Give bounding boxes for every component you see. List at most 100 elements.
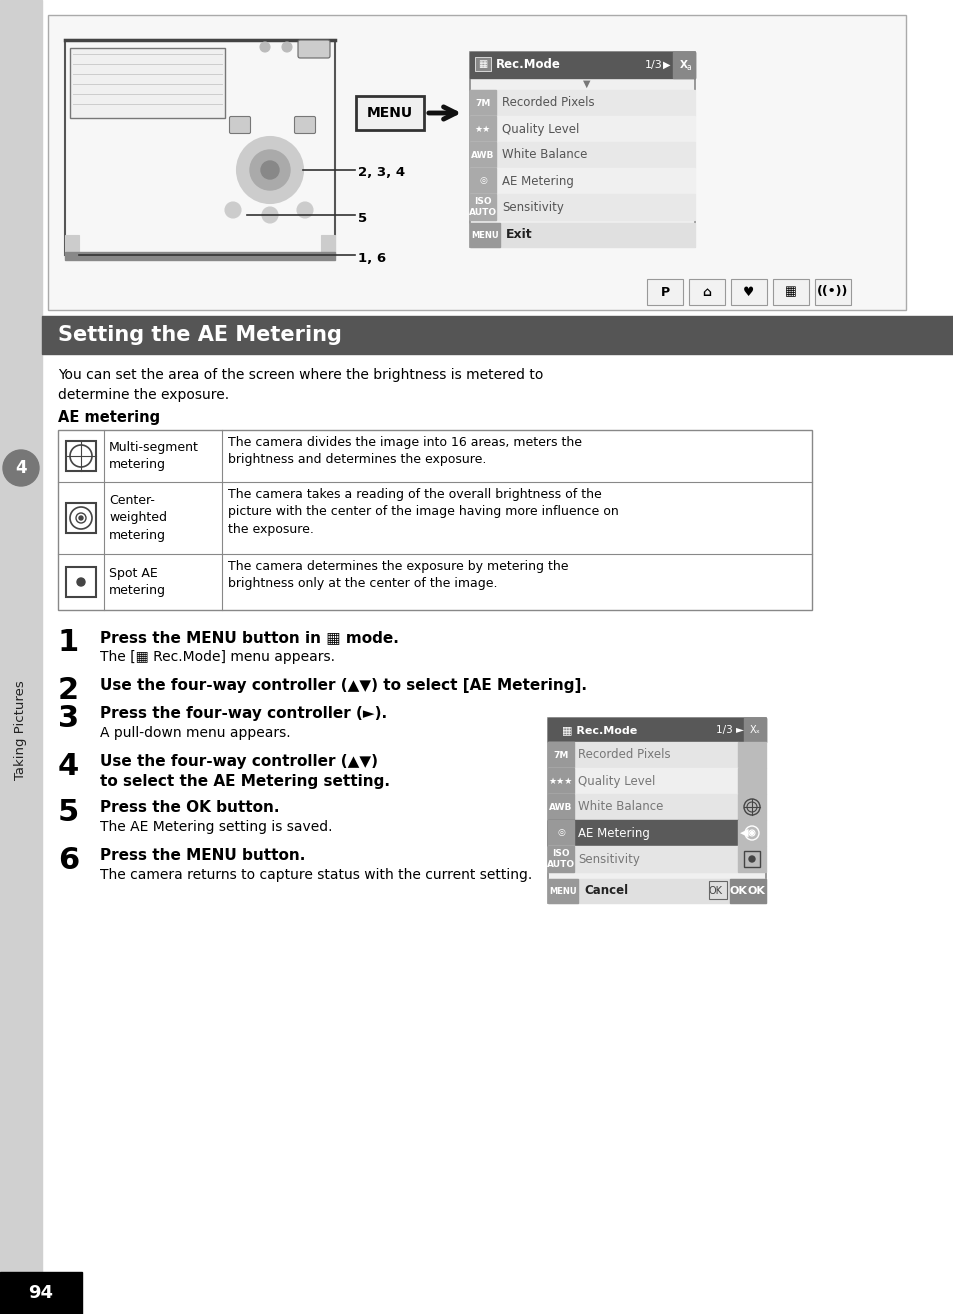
- Text: 4: 4: [15, 459, 27, 477]
- Bar: [547, 717, 765, 903]
- Bar: [470, 223, 499, 247]
- FancyBboxPatch shape: [294, 117, 315, 134]
- Text: ◎: ◎: [478, 176, 486, 185]
- FancyBboxPatch shape: [355, 96, 423, 130]
- Bar: [0, 0, 42, 1314]
- Text: AE Metering: AE Metering: [578, 827, 649, 840]
- Text: Sensitivity: Sensitivity: [578, 853, 639, 866]
- Bar: [743, 851, 760, 867]
- Text: 2: 2: [58, 675, 79, 706]
- Text: 1, 6: 1, 6: [357, 251, 386, 264]
- Bar: [547, 767, 738, 794]
- Text: ◀: ◀: [740, 828, 748, 838]
- Text: ★★: ★★: [475, 125, 491, 134]
- Circle shape: [77, 578, 85, 586]
- Bar: [547, 767, 574, 794]
- Circle shape: [748, 855, 754, 862]
- Circle shape: [79, 516, 83, 520]
- Circle shape: [261, 162, 278, 179]
- FancyBboxPatch shape: [230, 117, 251, 134]
- Circle shape: [225, 202, 241, 218]
- Text: Taking Pictures: Taking Pictures: [14, 681, 28, 781]
- Text: ISO
AUTO: ISO AUTO: [469, 197, 497, 217]
- Text: Center-
weighted
metering: Center- weighted metering: [109, 494, 167, 541]
- Text: White Balance: White Balance: [578, 800, 662, 813]
- Text: 7M: 7M: [475, 99, 490, 108]
- Text: X: X: [679, 60, 687, 70]
- Text: AWB: AWB: [471, 151, 495, 159]
- Bar: [470, 89, 695, 116]
- Text: 3: 3: [58, 704, 79, 733]
- Bar: [547, 820, 738, 846]
- Text: a: a: [686, 63, 691, 72]
- Bar: [475, 57, 491, 71]
- Text: Recorded Pixels: Recorded Pixels: [578, 749, 670, 762]
- Bar: [65, 235, 79, 258]
- Circle shape: [236, 137, 303, 202]
- Bar: [470, 168, 695, 194]
- Bar: [470, 53, 695, 78]
- Text: Use the four-way controller (▲▼)
to select the AE Metering setting.: Use the four-way controller (▲▼) to sele…: [100, 754, 390, 788]
- Text: AWB: AWB: [549, 803, 572, 812]
- Text: ▦ Rec.Mode: ▦ Rec.Mode: [561, 725, 637, 735]
- Text: Press the OK button.: Press the OK button.: [100, 800, 279, 815]
- Bar: [470, 53, 695, 247]
- Bar: [65, 252, 335, 260]
- Bar: [470, 142, 695, 168]
- Text: The camera takes a reading of the overall brightness of the
picture with the cen: The camera takes a reading of the overal…: [228, 487, 618, 536]
- Text: Xₓ: Xₓ: [749, 725, 760, 735]
- Text: OK: OK: [708, 886, 722, 896]
- Text: ♥: ♥: [742, 285, 754, 298]
- Circle shape: [250, 150, 290, 191]
- Text: ◎: ◎: [557, 829, 564, 837]
- Circle shape: [750, 832, 753, 834]
- Bar: [547, 742, 574, 767]
- Text: Sensitivity: Sensitivity: [501, 201, 563, 213]
- Text: The camera determines the exposure by metering the
brightness only at the center: The camera determines the exposure by me…: [228, 560, 568, 590]
- FancyBboxPatch shape: [814, 279, 850, 305]
- Bar: [738, 767, 765, 794]
- Text: MENU: MENU: [549, 887, 577, 896]
- Text: Rec.Mode: Rec.Mode: [496, 59, 560, 71]
- Bar: [66, 442, 96, 470]
- Bar: [66, 568, 96, 597]
- Bar: [743, 717, 765, 742]
- Text: Cancel: Cancel: [583, 884, 627, 897]
- Bar: [547, 879, 578, 903]
- Bar: [470, 194, 496, 219]
- FancyBboxPatch shape: [730, 279, 766, 305]
- Text: Press the MENU button.: Press the MENU button.: [100, 848, 305, 863]
- Circle shape: [262, 208, 277, 223]
- Bar: [729, 879, 765, 903]
- Bar: [470, 194, 695, 219]
- Bar: [547, 794, 738, 820]
- Text: 6: 6: [58, 846, 79, 875]
- Text: The AE Metering setting is saved.: The AE Metering setting is saved.: [100, 820, 333, 834]
- Text: ★★★: ★★★: [548, 777, 573, 786]
- Bar: [547, 717, 765, 742]
- Bar: [547, 846, 574, 872]
- Text: AE Metering: AE Metering: [501, 175, 574, 188]
- Text: Quality Level: Quality Level: [578, 774, 655, 787]
- Bar: [708, 880, 726, 899]
- Text: P: P: [659, 285, 669, 298]
- Bar: [66, 503, 96, 533]
- Bar: [547, 846, 738, 872]
- Bar: [470, 89, 496, 116]
- Text: The camera divides the image into 16 areas, meters the
brightness and determines: The camera divides the image into 16 are…: [228, 436, 581, 466]
- Bar: [58, 430, 811, 610]
- Bar: [547, 742, 738, 767]
- Text: Press the MENU button in ▦ mode.: Press the MENU button in ▦ mode.: [100, 629, 398, 645]
- Text: 1/3: 1/3: [644, 60, 662, 70]
- FancyBboxPatch shape: [297, 39, 330, 58]
- Bar: [70, 49, 225, 118]
- Bar: [470, 116, 496, 142]
- Bar: [42, 315, 953, 353]
- Text: OK: OK: [728, 886, 746, 896]
- Bar: [738, 846, 765, 872]
- Text: Spot AE
metering: Spot AE metering: [109, 568, 166, 597]
- Text: 2, 3, 4: 2, 3, 4: [357, 167, 405, 180]
- Bar: [738, 820, 765, 846]
- Text: 5: 5: [357, 212, 367, 225]
- Text: White Balance: White Balance: [501, 148, 587, 162]
